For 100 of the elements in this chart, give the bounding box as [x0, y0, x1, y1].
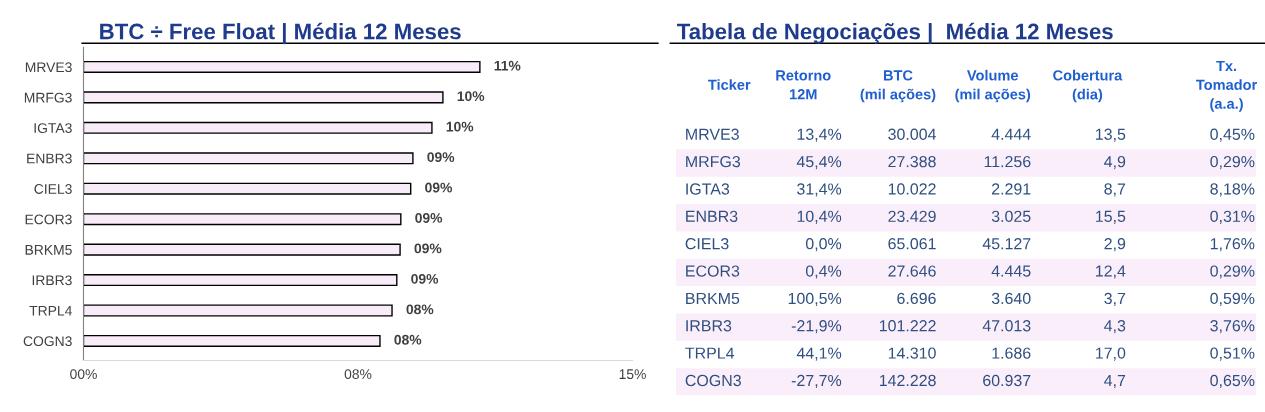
bar: [83, 152, 414, 165]
category-label: IRBR3: [686, 320, 732, 332]
text: 101.222: [879, 320, 936, 332]
text: Tabela de Negociações | Média 12 Meses: [677, 22, 1113, 45]
text: 4,3: [1104, 320, 1126, 334]
category-label: IGTA3: [686, 183, 730, 195]
text: 10,4%: [797, 210, 842, 224]
category-label: BTC (mil ações): [860, 70, 936, 103]
category-label: BRKM5: [686, 292, 740, 305]
data-label: 09%: [427, 152, 455, 162]
text: 14.310: [888, 347, 936, 359]
x-tick-label: 15%: [619, 369, 646, 380]
data-label: 09%: [415, 213, 443, 223]
data-label: 08%: [406, 304, 434, 315]
text: 11.256: [984, 155, 1031, 168]
y-tick-label: MRFG3: [24, 92, 72, 103]
bar: [83, 304, 393, 317]
text: 0,0%: [805, 238, 842, 252]
y-tick-label: ENBR3: [27, 153, 72, 164]
text: 10.022: [888, 183, 936, 195]
category-label: Cobertura (dia): [1053, 69, 1123, 103]
data-label: 09%: [425, 182, 453, 193]
text: 0,51%: [1210, 347, 1255, 361]
x-tick-label: 00%: [70, 369, 97, 380]
category-label: ECOR3: [686, 265, 740, 277]
text: 4.444: [991, 128, 1031, 140]
text: -27,7%: [791, 374, 842, 389]
text: 0,29%: [1210, 265, 1255, 279]
text: 142.228: [879, 374, 936, 387]
text: 15,5: [1096, 210, 1126, 224]
data-label: 10%: [446, 121, 474, 132]
category-label: TRPL4: [685, 347, 735, 359]
text: 0,59%: [1210, 292, 1255, 306]
data-label: 11%: [494, 60, 521, 71]
bar: [83, 243, 401, 256]
text: 2,9: [1104, 238, 1126, 252]
text: 27.646: [888, 265, 936, 277]
text: 100,5%: [788, 292, 842, 306]
y-tick-label: CIEL3: [34, 184, 72, 194]
text: 8,18%: [1210, 183, 1255, 197]
text: 31,4%: [797, 183, 842, 197]
bar: [83, 121, 433, 134]
text: 6.696: [897, 292, 936, 305]
text: 27.388: [888, 155, 936, 168]
text: 0,29%: [1210, 155, 1255, 170]
text: 0,31%: [1210, 210, 1255, 224]
text: 12,4: [1096, 265, 1126, 279]
category-label: Retorno 12M: [776, 70, 831, 100]
text: 3.640: [991, 292, 1031, 305]
text: 13,4%: [797, 128, 842, 142]
text: 1,76%: [1210, 238, 1255, 252]
y-tick-label: COGN3: [23, 336, 72, 347]
data-label: 09%: [414, 243, 442, 254]
data-label: 09%: [411, 273, 439, 284]
category-label: Volume (mil ações): [955, 69, 1031, 103]
category-label: MRVE3: [686, 128, 739, 140]
text: 3,76%: [1210, 320, 1255, 334]
chart-title: BTC ÷ Free Float | Média 12 Meses: [100, 22, 461, 45]
category-label: MRFG3: [686, 155, 741, 168]
text: 3.025: [991, 210, 1031, 222]
text: 4.445: [991, 265, 1031, 277]
text: 45.127: [982, 238, 1031, 250]
text: 13,5: [1096, 128, 1126, 142]
category-label: Ticker: [708, 79, 751, 90]
bar: [83, 91, 444, 104]
x-tick-label: 08%: [344, 369, 372, 380]
data-label: 08%: [394, 334, 422, 345]
text: 0,45%: [1210, 128, 1255, 142]
text: 60.937: [983, 374, 1031, 387]
text: 0,4%: [805, 265, 842, 279]
text: 8,7: [1104, 183, 1126, 197]
bar: [83, 274, 398, 287]
text: 0,65%: [1210, 374, 1255, 389]
text: 4,7: [1104, 374, 1126, 389]
text: 23.429: [888, 210, 936, 222]
text: 47.013: [982, 320, 1031, 332]
y-tick-label: IRBR3: [32, 275, 72, 286]
category-label: ENBR3: [686, 210, 738, 222]
y-tick-label: BRKM5: [25, 245, 72, 255]
text: 44,1%: [796, 347, 842, 361]
text: 17,0: [1096, 347, 1126, 361]
category-label: COGN3: [685, 374, 741, 387]
bar: [83, 60, 481, 73]
category-label: Tx. Tomador (a.a.): [1196, 60, 1257, 112]
text: 65.061: [888, 238, 936, 250]
y-tick-label: IGTA3: [34, 123, 72, 133]
bar: [83, 182, 412, 195]
bar: [83, 213, 402, 226]
bar: [83, 334, 381, 347]
text: 3,7: [1104, 292, 1126, 306]
text: 45,4%: [796, 156, 842, 170]
y-tick-label: ECOR3: [25, 214, 72, 225]
text: 1.686: [992, 347, 1031, 359]
text: 30.004: [888, 128, 936, 140]
text: -21,9%: [791, 320, 842, 334]
y-tick-label: TRPL4: [29, 305, 72, 316]
y-tick-label: MRVE3: [25, 62, 72, 73]
text: 4,9: [1104, 155, 1126, 170]
data-label: 10%: [457, 91, 485, 102]
category-label: CIEL3: [685, 238, 729, 250]
